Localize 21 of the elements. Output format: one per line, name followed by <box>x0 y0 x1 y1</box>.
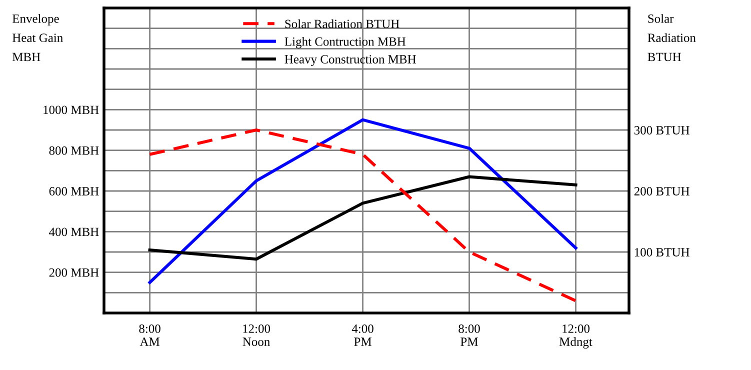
y-tick-label: 1000 MBH <box>44 106 99 114</box>
y-tick-label: 600 MBH <box>49 187 99 196</box>
x-tick-label: 12:00 Noon <box>242 324 270 346</box>
line-series <box>148 128 578 302</box>
y-tick-label: 800 MBH <box>49 146 99 155</box>
y-tick-label: 200 MBH <box>49 268 99 277</box>
legend-label: Heavy Construction MBH <box>284 55 416 66</box>
x-tick-label: 8:00 AM <box>139 324 160 346</box>
x-tick-label: 4:00 PM <box>352 324 374 346</box>
y2-tick-label: 200 BTUH <box>634 187 690 196</box>
y2-axis-title: Solar Radiation BTUH <box>648 14 696 62</box>
line-series <box>148 175 578 261</box>
y2-tick-label: 100 BTUH <box>634 248 690 256</box>
y-axis-title: Envelope Heat Gain MBH <box>12 14 63 62</box>
legend-label: Solar Radiation BTUH <box>285 19 400 28</box>
x-tick-label: 8:00 PM <box>458 324 480 346</box>
legend-label: Light Contruction MBH <box>284 36 406 48</box>
y2-tick-label: 300 BTUH <box>634 126 690 134</box>
y-tick-label: 400 MBH <box>49 228 99 236</box>
line-series <box>148 118 578 284</box>
x-tick-label: 12:00 Mdngt <box>559 324 592 349</box>
